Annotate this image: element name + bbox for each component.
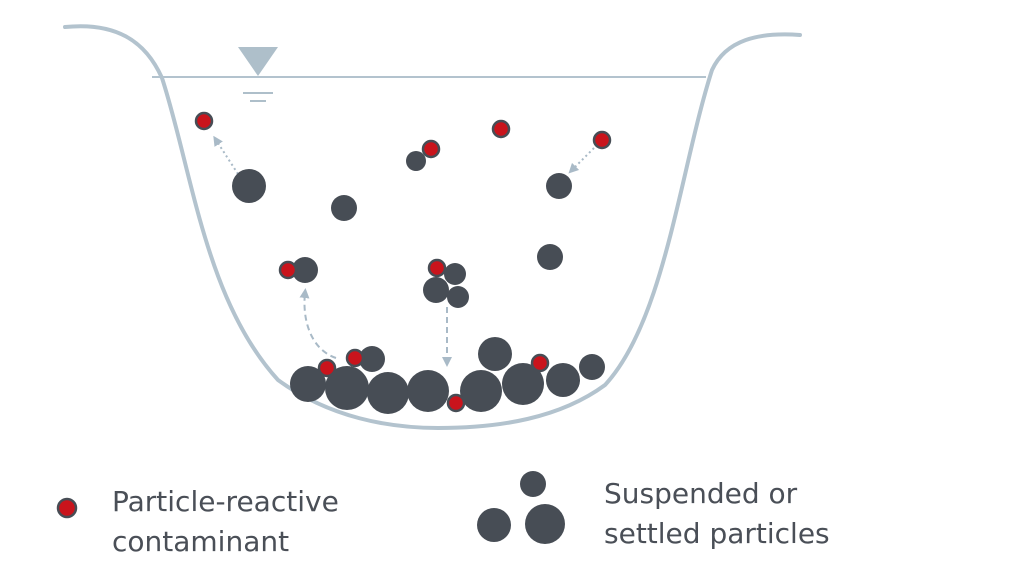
water-level-icon — [238, 47, 278, 102]
basin-outline — [63, 24, 802, 431]
legend-contaminant-icon — [56, 497, 78, 519]
adsorption-arrow-right — [568, 147, 595, 174]
settled-particle — [502, 363, 544, 405]
legend-contaminant-line2: contaminant — [112, 525, 290, 558]
desorption-arrow-left — [213, 135, 239, 175]
settled-particle — [359, 346, 385, 372]
legend-particles-line1: Suspended or — [604, 477, 798, 510]
process-arrows — [213, 135, 595, 367]
settled-particle — [290, 366, 326, 402]
settled-particle — [460, 370, 502, 412]
settled-particle — [546, 363, 580, 397]
resuspension-arrow — [299, 288, 337, 359]
contaminant-dot — [427, 258, 447, 278]
contaminant-dot — [530, 353, 550, 373]
legend-contaminant-line1: Particle-reactive — [112, 485, 339, 518]
legend-particles-icon — [477, 471, 565, 544]
contaminant-dot — [345, 348, 365, 368]
suspended-particle — [546, 173, 572, 199]
suspended-particle — [331, 195, 357, 221]
suspended-particle — [292, 257, 318, 283]
contaminant-dot — [592, 130, 612, 150]
contaminant-dot — [194, 111, 214, 131]
contaminant-dot — [446, 393, 466, 413]
contaminant-dot — [278, 260, 298, 280]
contaminants — [194, 111, 612, 413]
contaminant-dot — [421, 139, 441, 159]
suspended-particle — [444, 263, 466, 285]
legend-particles-label: Suspended or settled particles — [604, 474, 830, 554]
suspended-particle — [537, 244, 563, 270]
suspended-particle — [232, 169, 266, 203]
legend-contaminant-label: Particle-reactive contaminant — [112, 482, 339, 562]
settled-particle — [579, 354, 605, 380]
suspended-particle — [447, 286, 469, 308]
settled-particle — [407, 370, 449, 412]
contaminant-dot — [491, 119, 511, 139]
settled-particle — [367, 372, 409, 414]
suspended-particles — [232, 151, 572, 308]
contaminant-dot — [317, 358, 337, 378]
settled-particles — [290, 337, 605, 414]
settled-particle — [478, 337, 512, 371]
settled-particle — [325, 366, 369, 410]
legend-particles-line2: settled particles — [604, 517, 830, 550]
suspended-particle — [423, 277, 449, 303]
suspended-particle — [406, 151, 426, 171]
